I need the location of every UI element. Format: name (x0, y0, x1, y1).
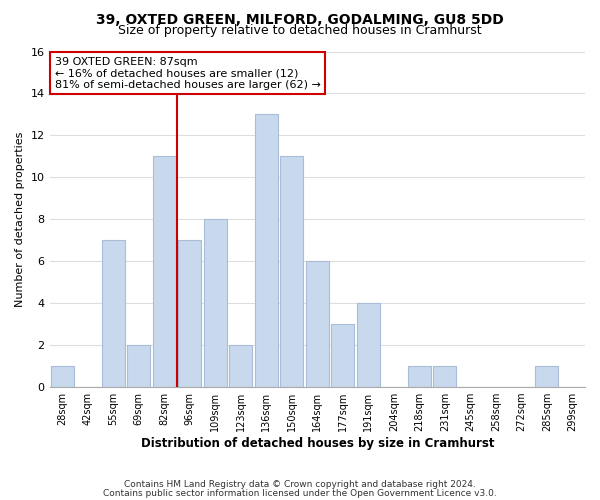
Text: 39, OXTED GREEN, MILFORD, GODALMING, GU8 5DD: 39, OXTED GREEN, MILFORD, GODALMING, GU8… (96, 12, 504, 26)
Y-axis label: Number of detached properties: Number of detached properties (15, 132, 25, 307)
Bar (153, 156, 176, 387)
Bar (127, 345, 150, 387)
Bar (408, 366, 431, 387)
Bar (280, 156, 303, 387)
Bar (178, 240, 201, 387)
Bar (51, 366, 74, 387)
Bar (102, 240, 125, 387)
Bar (204, 220, 227, 387)
Bar (535, 366, 558, 387)
Bar (255, 114, 278, 387)
Text: 39 OXTED GREEN: 87sqm
← 16% of detached houses are smaller (12)
81% of semi-deta: 39 OXTED GREEN: 87sqm ← 16% of detached … (55, 56, 321, 90)
Bar (357, 303, 380, 387)
X-axis label: Distribution of detached houses by size in Cramhurst: Distribution of detached houses by size … (140, 437, 494, 450)
Text: Contains public sector information licensed under the Open Government Licence v3: Contains public sector information licen… (103, 488, 497, 498)
Bar (331, 324, 354, 387)
Bar (229, 345, 252, 387)
Text: Size of property relative to detached houses in Cramhurst: Size of property relative to detached ho… (118, 24, 482, 37)
Text: Contains HM Land Registry data © Crown copyright and database right 2024.: Contains HM Land Registry data © Crown c… (124, 480, 476, 489)
Bar (433, 366, 456, 387)
Bar (306, 261, 329, 387)
